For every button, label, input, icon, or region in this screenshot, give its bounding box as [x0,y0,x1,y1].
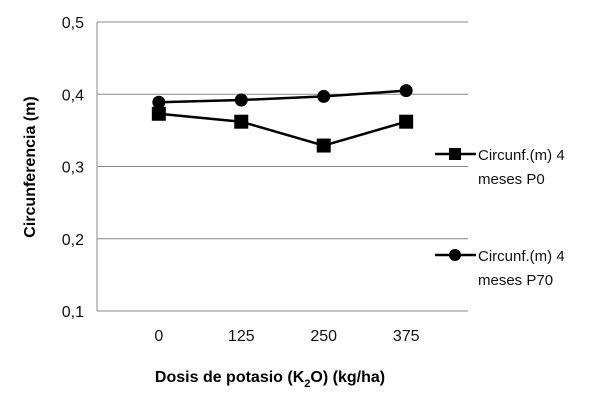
x-tick-labels: 0 125 250 375 [154,328,419,345]
legend-entry-p70: Circunf.(m) 4 meses P70 [435,248,565,289]
series-line [158,89,407,104]
y-axis-title: Circunferencia (m) [22,96,39,237]
legend: Circunf.(m) 4 meses P0 Circunf.(m) 4 mes… [435,147,565,289]
x-tick-label: 125 [228,328,255,345]
y-tick-label: 0,5 [62,15,84,32]
y-tick-label: 0,3 [62,160,84,177]
x-axis-title: Dosis de potasio (K2O) (kg/ha) [155,369,385,390]
legend-entry-p0: Circunf.(m) 4 meses P0 [435,147,565,188]
data-point-circle [399,84,413,98]
x-axis-title-main: Dosis de potasio (K [155,369,305,386]
series-p0 [151,106,414,153]
axes [96,22,468,312]
series-p70 [152,84,413,109]
x-axis-title-rest: O) (kg/ha) [310,369,385,386]
gridlines [97,21,468,240]
data-point-circle [152,95,166,109]
data-point-square [234,114,249,129]
legend-marker-square [449,148,461,160]
y-tick-label: 0,1 [62,304,84,321]
legend-label-p70-line1: Circunf.(m) 4 [478,248,565,265]
series-group [151,84,414,153]
series-line [158,112,407,147]
data-point-square [399,114,414,129]
legend-marker-circle [449,249,461,261]
x-tick-label: 375 [393,328,420,345]
x-axis-title-subscript: 2 [304,378,310,390]
legend-label-p0-line1: Circunf.(m) 4 [478,147,565,164]
legend-label-p0-line2: meses P0 [478,171,545,188]
data-point-circle [234,93,248,107]
y-tick-label: 0,2 [62,232,84,249]
legend-label-p70-line2: meses P70 [478,272,553,289]
data-point-square [316,138,331,153]
data-point-square [151,106,166,121]
data-point-circle [317,89,331,103]
y-tick-labels: 0,1 0,2 0,3 0,4 0,5 [62,15,84,321]
x-tick-label: 0 [154,328,163,345]
x-tick-label: 250 [310,328,337,345]
y-tick-label: 0,4 [62,87,84,104]
